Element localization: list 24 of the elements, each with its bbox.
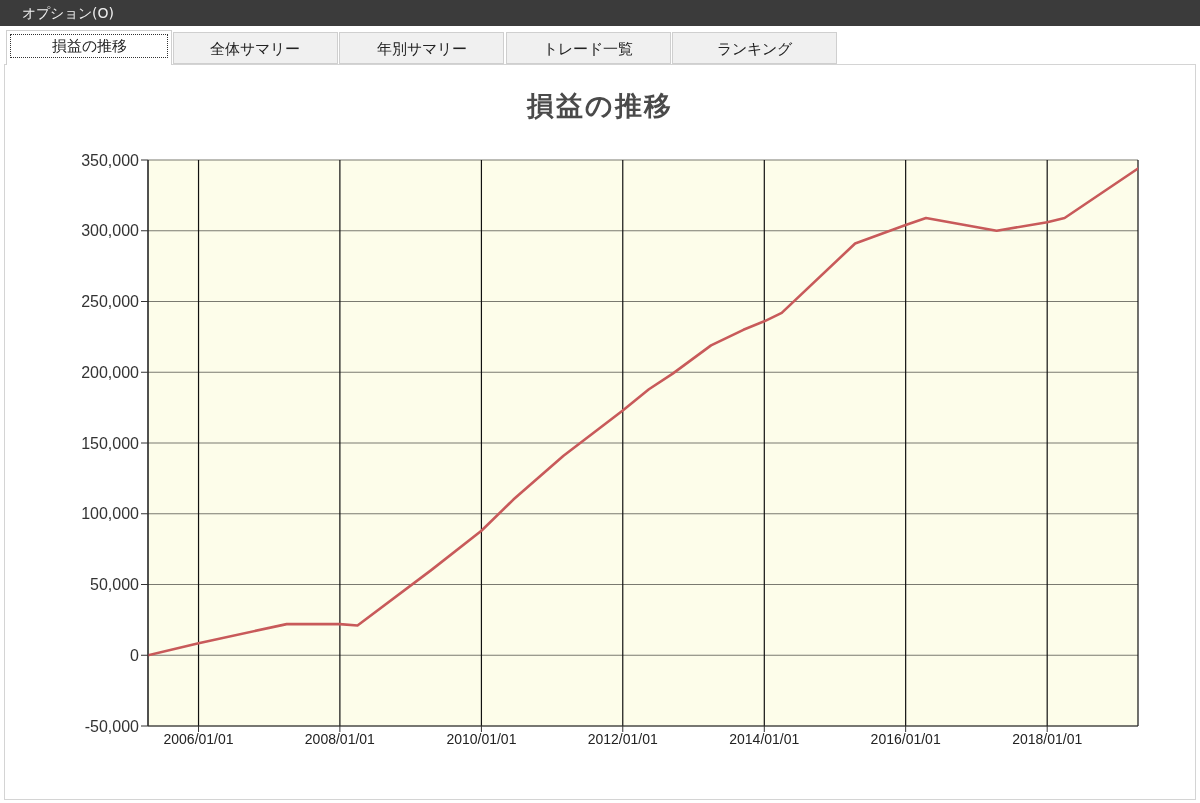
line-series <box>148 167 1138 657</box>
y-tick-label: -50,000 <box>84 717 140 735</box>
x-tick-label: 2018/01/01 <box>1012 730 1083 747</box>
tab: トレード一覧 <box>505 32 671 64</box>
y-tick-label: 300,000 <box>81 222 140 240</box>
tab: ランキング <box>672 32 837 64</box>
y-tick-label: 0 <box>130 646 140 664</box>
menu-bar: オプション(O) <box>0 0 1200 26</box>
x-tick-label: 2008/01/01 <box>304 730 376 747</box>
x-tick-label: 2010/01/01 <box>446 730 517 747</box>
x-tick-label: 2006/01/01 <box>163 730 234 747</box>
y-tick-label: 350,000 <box>81 151 140 169</box>
y-tick-label: 200,000 <box>81 363 140 381</box>
x-tick-label: 2014/01/01 <box>729 730 800 747</box>
tab: 年別サマリー <box>339 32 504 64</box>
y-tick-label: 50,000 <box>90 576 140 594</box>
y-tick-label: 150,000 <box>81 434 140 452</box>
tab: 損益の推移 <box>6 30 172 65</box>
y-tick-label: 250,000 <box>81 293 140 311</box>
x-tick-label: 2012/01/01 <box>587 730 659 747</box>
tab: 全体サマリー <box>172 32 338 64</box>
x-tick-label: 2016/01/01 <box>870 730 941 747</box>
chart-title: 損益の推移 <box>525 89 674 123</box>
y-tick-label: 100,000 <box>81 505 140 523</box>
